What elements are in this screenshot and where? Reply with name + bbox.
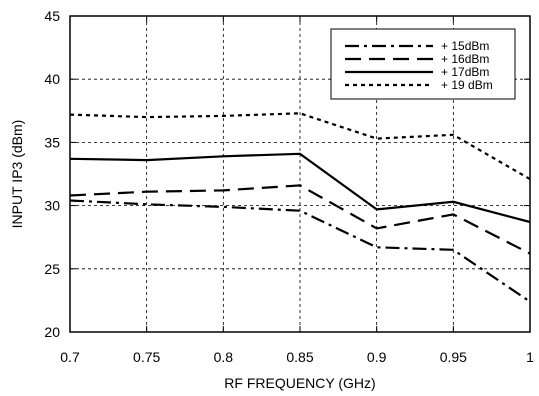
y-tick-label: 40 [44, 71, 60, 87]
x-tick-label: 1 [526, 349, 534, 365]
legend-label-1: + 15dBm [441, 39, 489, 53]
legend-label-2: + 16dBm [441, 52, 489, 66]
legend: + 15dBm+ 16dBm+ 17dBm+ 19 dBm [330, 28, 516, 100]
y-tick-label: 25 [44, 261, 60, 277]
x-tick-label: 0.7 [60, 349, 80, 365]
series-layer [69, 112, 531, 303]
series-line-1 [69, 199, 531, 303]
series-line-4 [69, 112, 531, 181]
legend-label-3: + 17dBm [441, 65, 489, 79]
x-tick-label: 0.9 [367, 349, 387, 365]
x-axis-title: RF FREQUENCY (GHz) [224, 375, 375, 391]
x-tick-label: 0.85 [286, 349, 313, 365]
legend-label-4: + 19 dBm [441, 78, 493, 92]
y-tick-label: 20 [44, 324, 60, 340]
legend-box [330, 28, 516, 100]
x-tick-label: 0.95 [440, 349, 467, 365]
y-axis-title: INPUT IP3 (dBm) [9, 120, 25, 229]
y-tick-label: 45 [44, 8, 60, 24]
x-tick-label: 0.75 [133, 349, 160, 365]
x-tick-label: 0.8 [214, 349, 234, 365]
series-line-2 [69, 184, 531, 255]
y-tick-label: 30 [44, 198, 60, 214]
tick-layer: 0.7 0.75 0.8 0.85 0.9 0.95 1 20 25 30 35 40 45 [44, 8, 534, 365]
y-tick-label: 35 [44, 134, 60, 150]
grid-layer [70, 16, 530, 332]
series-line-3 [69, 152, 531, 224]
